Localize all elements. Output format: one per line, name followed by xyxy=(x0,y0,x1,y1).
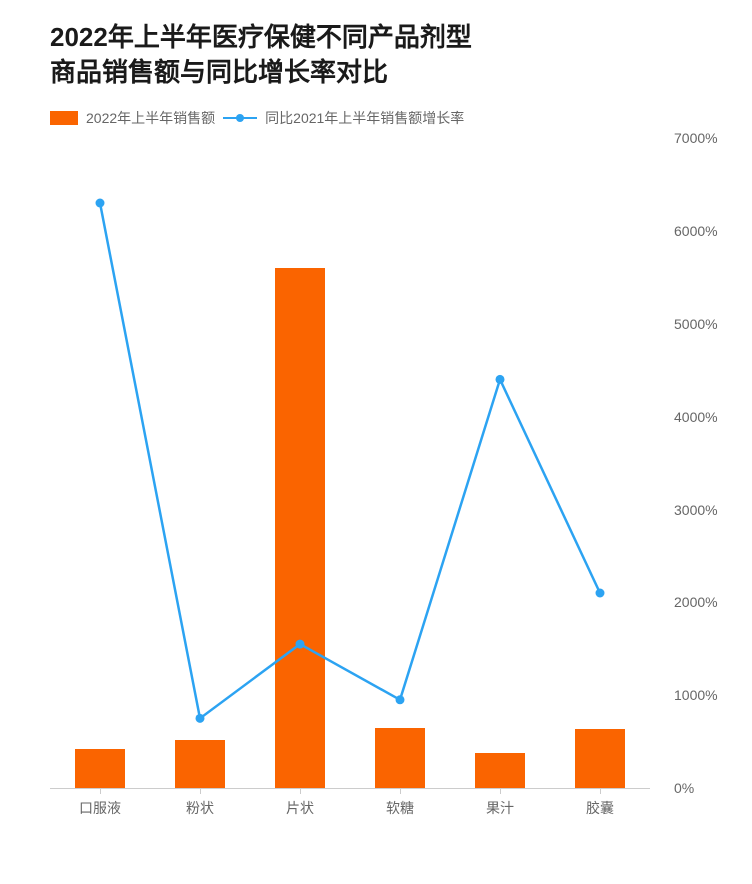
x-tick xyxy=(400,788,401,794)
x-axis-label: 粉状 xyxy=(186,798,214,818)
line-marker xyxy=(96,199,105,208)
line-marker xyxy=(596,589,605,598)
line-marker xyxy=(196,714,205,723)
y-axis-label: 4000% xyxy=(674,409,718,425)
x-tick xyxy=(300,788,301,794)
legend-line-swatch xyxy=(223,111,257,125)
x-axis-label: 软糖 xyxy=(386,798,414,818)
x-axis-label: 胶囊 xyxy=(586,798,614,818)
x-axis-label: 片状 xyxy=(286,798,314,818)
x-tick xyxy=(500,788,501,794)
title-line-2: 商品销售额与同比增长率对比 xyxy=(50,55,722,90)
chart-container: 2022年上半年医疗保健不同产品剂型 商品销售额与同比增长率对比 2022年上半… xyxy=(0,0,752,884)
y-axis-label: 3000% xyxy=(674,502,718,518)
x-tick xyxy=(100,788,101,794)
x-axis-label: 果汁 xyxy=(486,798,514,818)
plot-area: 0%1000%2000%3000%4000%5000%6000%7000%口服液… xyxy=(50,138,730,818)
legend-line-label: 同比2021年上半年销售额增长率 xyxy=(265,108,464,128)
chart-legend: 2022年上半年销售额 同比2021年上半年销售额增长率 xyxy=(50,108,722,128)
legend-bar-label: 2022年上半年销售额 xyxy=(86,108,215,128)
line-path xyxy=(100,203,600,718)
legend-bar-swatch xyxy=(50,111,78,125)
chart-title: 2022年上半年医疗保健不同产品剂型 商品销售额与同比增长率对比 xyxy=(50,20,722,90)
legend-line-dot xyxy=(236,114,244,122)
x-tick xyxy=(200,788,201,794)
title-line-1: 2022年上半年医疗保健不同产品剂型 xyxy=(50,20,722,55)
line-marker xyxy=(496,375,505,384)
y-axis-label: 1000% xyxy=(674,687,718,703)
y-axis-label: 2000% xyxy=(674,594,718,610)
line-marker xyxy=(396,695,405,704)
y-axis-label: 6000% xyxy=(674,223,718,239)
line-series xyxy=(50,138,650,788)
y-axis-label: 0% xyxy=(674,780,694,796)
x-axis-line xyxy=(50,788,650,789)
x-axis-label: 口服液 xyxy=(79,798,121,818)
y-axis-label: 7000% xyxy=(674,130,718,146)
y-axis-label: 5000% xyxy=(674,316,718,332)
line-marker xyxy=(296,640,305,649)
x-tick xyxy=(600,788,601,794)
